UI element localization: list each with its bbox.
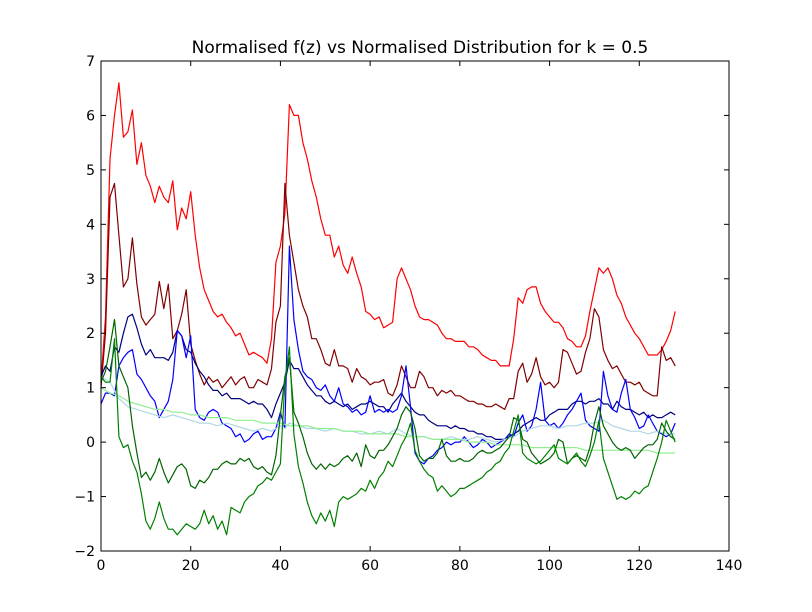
y-tick-label: −1 <box>74 490 95 506</box>
x-tick-label: 100 <box>536 558 563 574</box>
series-line-1 <box>100 82 676 383</box>
y-tick-label: 7 <box>86 54 95 70</box>
x-tick-label: 140 <box>716 558 743 574</box>
plot-frame <box>100 60 730 552</box>
chart-title: Normalised f(z) vs Normalised Distributi… <box>192 38 649 58</box>
x-tick-label: 120 <box>626 558 653 574</box>
y-tick-label: 4 <box>86 217 95 233</box>
y-tick-label: 5 <box>86 163 95 179</box>
series-line-6 <box>100 387 676 454</box>
series-line-8 <box>100 338 676 536</box>
series-line-5 <box>100 376 676 443</box>
axes-layer: 0 20 40 60 80 100 120 140 −2 −1 0 1 2 3 4 5 6 7 <box>74 54 742 574</box>
x-tick-label: 60 <box>361 558 379 574</box>
y-tick-label: 6 <box>86 108 95 124</box>
y-tick-label: 1 <box>86 381 95 397</box>
series-layer <box>100 82 676 536</box>
y-tick-label: 2 <box>86 326 95 342</box>
y-tick-label: 0 <box>86 435 95 451</box>
series-line-3 <box>100 313 676 440</box>
x-tick-label: 40 <box>272 558 290 574</box>
y-tick-label: 3 <box>86 272 95 288</box>
y-tick-label: −2 <box>74 544 95 560</box>
x-tick-label: 80 <box>451 558 469 574</box>
x-tick-label: 20 <box>182 558 200 574</box>
x-tick-label: 0 <box>97 558 106 574</box>
series-line-4 <box>100 245 676 465</box>
